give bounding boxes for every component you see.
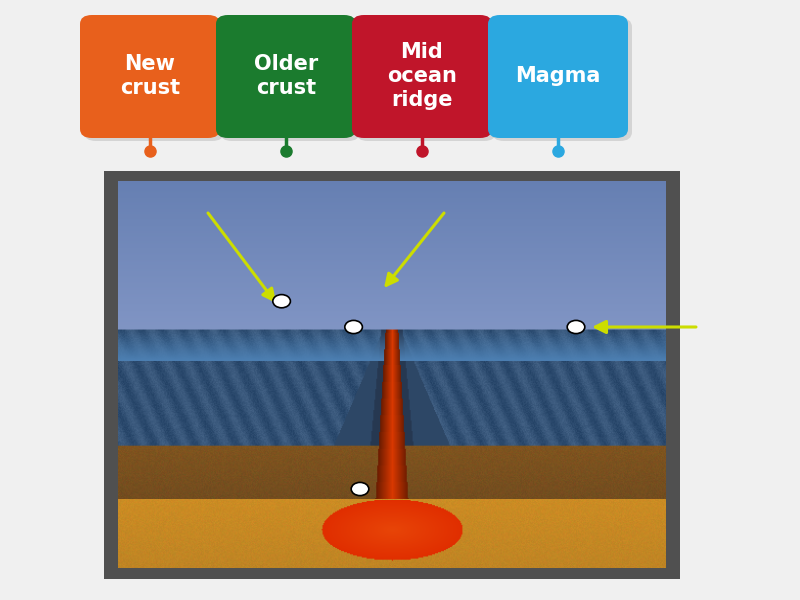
FancyBboxPatch shape bbox=[220, 18, 360, 141]
Circle shape bbox=[273, 295, 290, 308]
Text: New
crust: New crust bbox=[120, 55, 180, 98]
FancyBboxPatch shape bbox=[104, 171, 680, 579]
Text: Older
crust: Older crust bbox=[254, 55, 318, 98]
Text: Magma: Magma bbox=[515, 67, 601, 86]
FancyBboxPatch shape bbox=[356, 18, 496, 141]
Circle shape bbox=[351, 482, 369, 496]
Circle shape bbox=[345, 320, 362, 334]
FancyBboxPatch shape bbox=[80, 15, 220, 138]
Text: Mid
ocean
ridge: Mid ocean ridge bbox=[387, 43, 457, 110]
FancyBboxPatch shape bbox=[84, 18, 224, 141]
FancyBboxPatch shape bbox=[488, 15, 628, 138]
FancyBboxPatch shape bbox=[352, 15, 492, 138]
Circle shape bbox=[567, 320, 585, 334]
FancyBboxPatch shape bbox=[492, 18, 632, 141]
FancyBboxPatch shape bbox=[216, 15, 356, 138]
